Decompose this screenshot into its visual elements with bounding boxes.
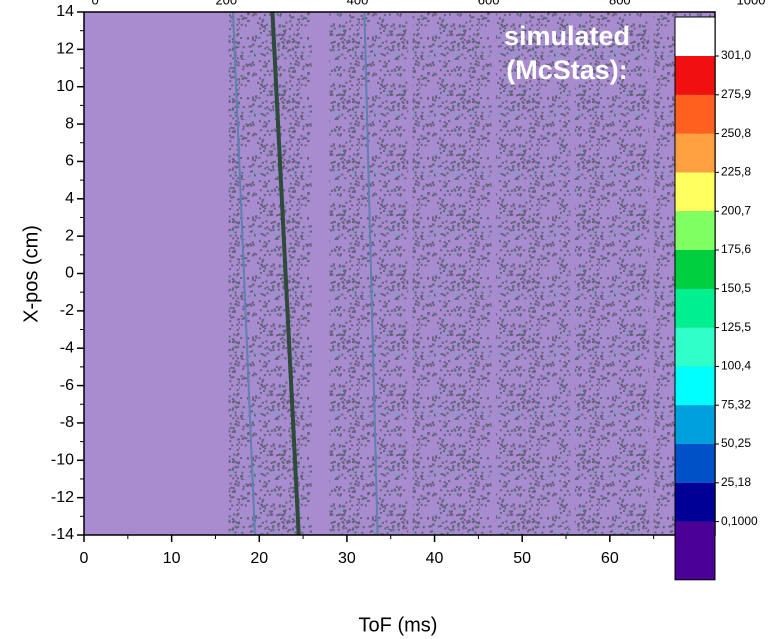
y-tick-label: -6: [60, 377, 74, 394]
y-tick-label: -14: [51, 526, 74, 543]
y-tick-label: 2: [65, 227, 74, 244]
colorbar-swatch: [675, 405, 715, 444]
colorbar-label: 250,8: [721, 126, 751, 140]
colorbar-swatch: [675, 482, 715, 522]
colorbar-swatch: [675, 288, 715, 328]
colorbar-label: 275,9: [721, 87, 751, 101]
y-tick-label: 6: [65, 153, 74, 170]
colorbar-swatch: [675, 172, 715, 212]
top-tick-label: 0: [92, 0, 99, 7]
x-tick-label: 10: [163, 550, 181, 567]
count-region: [412, 12, 492, 535]
colorbar-label: 301,0: [721, 48, 751, 62]
streak: [363, 12, 379, 535]
colorbar-label: 50,25: [721, 436, 751, 450]
count-region: [228, 12, 312, 535]
colorbar-swatch: [675, 444, 715, 483]
colorbar-label: 200,7: [721, 203, 751, 217]
count-region: [329, 12, 409, 535]
colorbar-swatch: [675, 366, 715, 406]
y-tick-label: 4: [65, 190, 74, 207]
top-tick-label: 1000: [737, 0, 766, 7]
colorbar-label: 125,5: [721, 320, 751, 334]
colorbar-swatch: [675, 327, 715, 367]
y-tick-label: -12: [51, 489, 74, 506]
y-tick-label: -10: [51, 452, 74, 469]
y-tick-label: -8: [60, 414, 74, 431]
annotation: (McStas):: [506, 55, 628, 85]
x-tick-label: 50: [513, 550, 531, 567]
colorbar-label: 225,8: [721, 165, 751, 179]
x-tick-label: 0: [80, 550, 89, 567]
x-tick-label: 60: [601, 550, 619, 567]
y-tick-label: 14: [56, 3, 74, 20]
colorbar-swatch: [675, 250, 715, 289]
colorbar-swatch: [675, 56, 715, 95]
colorbar-label: 25,18: [721, 475, 751, 489]
streak: [231, 12, 256, 535]
y-tick-label: 8: [65, 115, 74, 132]
colorbar-frame: [674, 16, 716, 581]
colorbar-swatch: [675, 94, 715, 134]
colorbar-label: 75,32: [721, 397, 751, 411]
top-tick-label: 600: [478, 0, 500, 7]
colorbar-swatch: [675, 133, 715, 173]
y-tick-label: 10: [56, 78, 74, 95]
top-tick-label: 400: [347, 0, 369, 7]
y-tick-label: 0: [65, 265, 74, 282]
streak: [270, 12, 301, 535]
x-tick-label: 20: [250, 550, 268, 567]
plot-area: [84, 12, 715, 535]
top-tick-label: 200: [215, 0, 237, 7]
count-region: [574, 12, 650, 535]
count-region: [495, 12, 571, 535]
colorbar-label: 175,6: [721, 242, 751, 256]
colorbar-label: 100,4: [721, 359, 751, 373]
colorbar-swatch: [675, 17, 715, 56]
x-axis-label: ToF (ms): [359, 614, 438, 636]
y-tick-label: -2: [60, 302, 74, 319]
y-tick-label: -4: [60, 339, 74, 356]
colorbar-swatch: [675, 521, 715, 580]
annotation: simulated: [504, 21, 630, 51]
x-tick-label: 40: [426, 550, 444, 567]
y-tick-label: 12: [56, 41, 74, 58]
colorbar-swatch: [675, 211, 715, 250]
top-tick-label: 800: [609, 0, 631, 7]
colorbar-label: 150,5: [721, 281, 751, 295]
y-axis-label: X-pos (cm): [20, 225, 42, 323]
colorbar-label: 0,1000: [721, 514, 758, 528]
x-tick-label: 30: [338, 550, 356, 567]
